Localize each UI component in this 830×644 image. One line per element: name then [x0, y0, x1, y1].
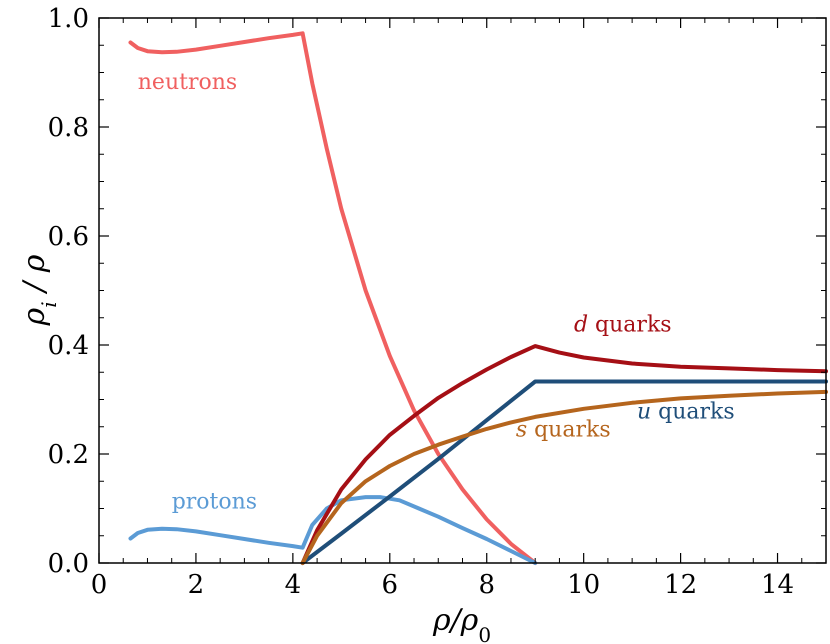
series-line-neutrons	[128, 31, 538, 565]
x-axis-label: ρ/ρ0	[432, 603, 491, 644]
series-line-u-quarks	[300, 379, 828, 565]
series-label-s-quarks: s quarks	[516, 418, 611, 443]
x-tick-label: 10	[567, 570, 600, 600]
series-label-neutrons: neutrons	[138, 70, 237, 95]
x-tick-label: 8	[478, 570, 495, 600]
plot-frame	[98, 17, 827, 564]
x-tick-label: 4	[285, 570, 302, 600]
series-label-u-quarks: u quarks	[637, 400, 735, 425]
x-tick-label: 6	[382, 570, 399, 600]
x-tick-label: 14	[761, 570, 794, 600]
y-tick-label: 0.8	[48, 113, 89, 143]
y-axis-title: ρi / ρ	[17, 254, 61, 326]
y-axis-label: ρi / ρ	[17, 254, 61, 326]
y-tick-label: 1.0	[48, 4, 89, 34]
y-tick-label: 0.4	[48, 331, 89, 361]
series-line-s-quarks	[300, 389, 828, 565]
x-tick-label: 2	[188, 570, 205, 600]
series-line-d-quarks	[300, 344, 828, 565]
x-tick-label: 12	[664, 570, 697, 600]
y-tick-label: 0.2	[48, 440, 89, 470]
y-tick-label: 0.6	[48, 222, 89, 252]
y-tick-label: 0.0	[48, 549, 89, 579]
series-layer	[128, 31, 828, 565]
axis-ticks: 0 2 4 6 8 10 12 14 0.0 0.2 0.4 0.6 0.8 1.0	[48, 4, 827, 600]
series-line-protons	[128, 495, 538, 565]
series-label-protons: protons	[172, 490, 257, 515]
series-label-d-quarks: d quarks	[574, 312, 672, 337]
series-label-layer: neutrons protons d quarks u quarks s quarks	[138, 70, 735, 515]
x-tick-label: 0	[91, 570, 108, 600]
